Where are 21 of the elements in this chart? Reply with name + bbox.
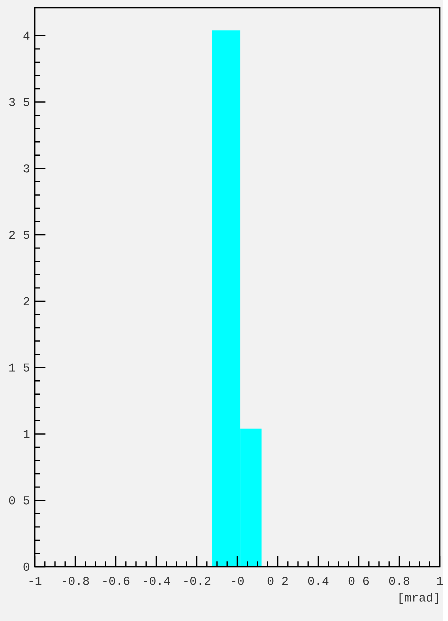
x-tick-label: -1: [30, 577, 42, 585]
y-tick-label: 3: [24, 164, 30, 173]
y-tick-label: 1: [24, 430, 30, 438]
y-tick-label: 0: [24, 562, 30, 572]
x-tick-label: 1: [437, 577, 444, 585]
x-tick-label: 0.4: [308, 577, 329, 586]
x-tick-label: -0.8: [63, 577, 90, 586]
y-tick-label: 4: [24, 32, 30, 40]
x-axis-title: [mrad]: [400, 593, 438, 604]
y-tick-label: 3 5: [9, 98, 30, 106]
x-tick-label: -0.2: [184, 577, 211, 586]
y-tick-label: 2 5: [10, 230, 30, 240]
x-tick-label: 0 2: [268, 577, 288, 586]
x-tick-label: -0.6: [104, 577, 130, 586]
x-tick-label: -0.4: [144, 577, 170, 586]
x-tick-label: 0 6: [348, 577, 370, 586]
y-tick-label: 2: [24, 297, 30, 306]
y-tick-label: 1 5: [10, 364, 30, 372]
x-tick-label: 0.8: [389, 577, 410, 586]
y-tick-label: 0 5: [9, 496, 30, 505]
x-tick-label: -0: [232, 577, 244, 586]
